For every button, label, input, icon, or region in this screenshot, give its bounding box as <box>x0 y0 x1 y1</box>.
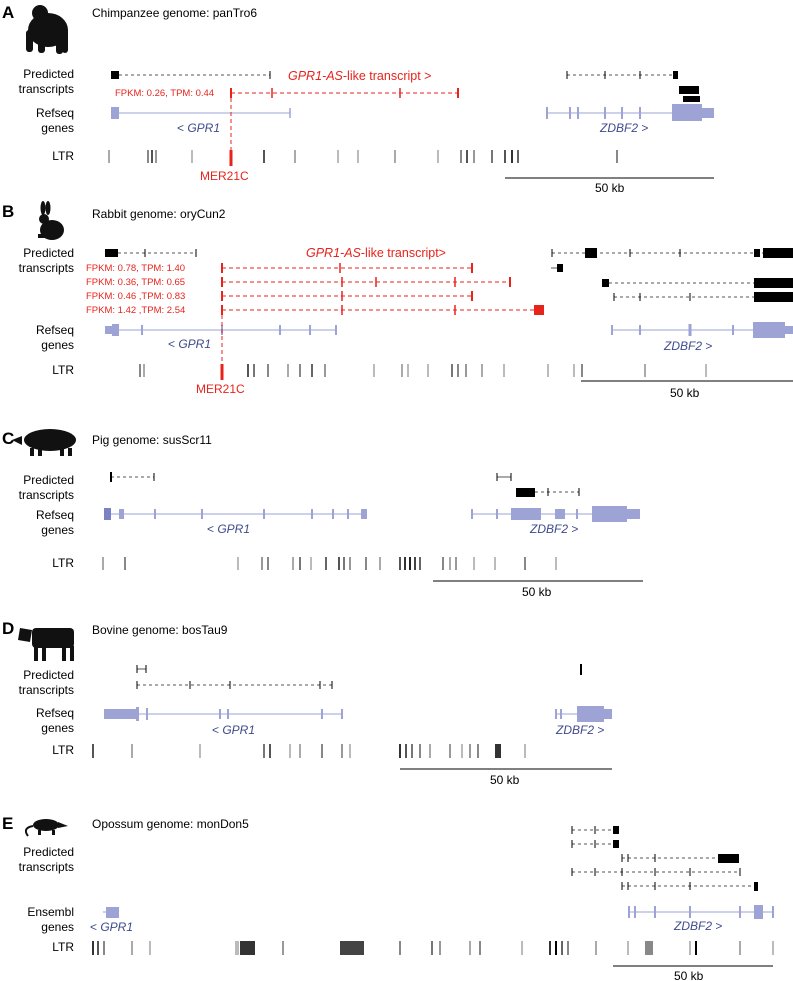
scale-bar-label: 50 kb <box>522 585 552 599</box>
panel-b: B Rabbit genome: oryCun2 Predicted trans… <box>2 201 793 400</box>
gene-label-gpr1: < GPR1 <box>168 337 211 351</box>
row-label-transcripts: transcripts <box>19 261 74 275</box>
refseq-gene-gpr1 <box>104 707 343 721</box>
row-label-ltr: LTR <box>52 743 74 757</box>
row-label-transcripts: transcripts <box>19 683 74 697</box>
refseq-gene-gpr1 <box>104 508 367 520</box>
red-transcript-title: GPR1-AS-like transcript> <box>306 246 446 260</box>
row-label-refseq: Refseq <box>36 508 74 522</box>
panel-title: Rabbit genome: oryCun2 <box>92 207 226 221</box>
predicted-transcripts <box>136 664 582 689</box>
gene-label-gpr1: < GPR1 <box>212 723 255 737</box>
fpkm-label: FPKM: 0.26, TPM: 0.44 <box>115 88 214 99</box>
predicted-transcript <box>111 71 271 79</box>
red-transcripts <box>221 263 544 315</box>
fpkm-label: FPKM: 0.36, TPM: 0.65 <box>86 277 185 288</box>
cow-silhouette-icon <box>18 628 74 661</box>
row-label-ltr: LTR <box>52 940 74 954</box>
panel-letter: A <box>2 3 14 22</box>
fpkm-label: FPKM: 0.78, TPM: 1.40 <box>86 263 185 274</box>
row-label-transcripts: transcripts <box>19 488 74 502</box>
fpkm-label: FPKM: 0.46 ,TPM: 0.83 <box>86 291 185 302</box>
row-label-predicted: Predicted <box>23 668 74 682</box>
row-label-genes: genes <box>41 920 74 934</box>
ltr-track <box>92 744 526 758</box>
panel-a: A Chimpanzee genome: panTro6 Predicted t… <box>2 3 714 195</box>
panel-letter: D <box>2 619 14 638</box>
row-label-predicted: Predicted <box>23 473 74 487</box>
gene-label-zdbf2: ZDBF2 > <box>555 723 604 737</box>
fpkm-labels: FPKM: 0.78, TPM: 1.40 FPKM: 0.36, TPM: 0… <box>86 263 185 316</box>
mer21c-label: MER21C <box>200 169 249 183</box>
fpkm-label: FPKM: 1.42 ,TPM: 2.54 <box>86 305 185 316</box>
row-label-transcripts: transcripts <box>19 82 74 96</box>
row-label-ltr: LTR <box>52 556 74 570</box>
gene-label-gpr1: < GPR1 <box>90 920 133 934</box>
panel-title: Chimpanzee genome: panTro6 <box>92 6 257 20</box>
panel-letter: B <box>2 202 14 221</box>
row-label-transcripts: transcripts <box>19 860 74 874</box>
refseq-gene-zdbf2 <box>611 322 793 338</box>
panel-title: Pig genome: susScr11 <box>92 433 212 447</box>
row-label-predicted: Predicted <box>23 246 74 260</box>
ltr-track <box>92 941 774 955</box>
panel-letter: C <box>2 429 14 448</box>
predicted-transcripts <box>110 472 580 497</box>
refseq-gene-zdbf2 <box>471 506 640 522</box>
row-label-genes: genes <box>41 721 74 735</box>
row-label-refseq: Refseq <box>36 323 74 337</box>
predicted-transcripts-zdbf2 <box>551 248 793 302</box>
refseq-gene-zdbf2 <box>546 104 714 121</box>
gene-label-zdbf2: ZDBF2 > <box>599 121 648 135</box>
chimpanzee-silhouette-icon <box>26 5 68 54</box>
panel-e: E Opossum genome: monDon5 Predicted tran… <box>2 814 774 981</box>
scale-bar-label: 50 kb <box>670 386 700 400</box>
gene-label-zdbf2: ZDBF2 > <box>663 339 712 353</box>
gene-label-gpr1: < GPR1 <box>207 522 250 536</box>
row-label-predicted: Predicted <box>23 67 74 81</box>
pig-silhouette-icon <box>12 429 76 456</box>
row-label-refseq: Refseq <box>36 706 74 720</box>
panel-letter: E <box>2 814 13 833</box>
predicted-transcript <box>105 249 197 257</box>
row-label-predicted: Predicted <box>23 845 74 859</box>
ensembl-gene-zdbf2 <box>628 905 774 919</box>
panel-c: C Pig genome: susScr11 Predicted transcr… <box>2 429 643 599</box>
row-label-refseq: Refseq <box>36 106 74 120</box>
gene-label-zdbf2: ZDBF2 > <box>673 919 722 933</box>
mer21c-label: MER21C <box>196 382 245 396</box>
ltr-track <box>139 364 707 380</box>
ltr-track <box>108 150 618 166</box>
scale-bar-label: 50 kb <box>595 181 625 195</box>
row-label-genes: genes <box>41 523 74 537</box>
refseq-gene-zdbf2 <box>555 706 612 722</box>
opossum-silhouette-icon <box>24 819 68 837</box>
panel-title: Opossum genome: monDon5 <box>92 817 249 831</box>
refseq-gene-gpr1 <box>111 107 291 119</box>
predicted-transcript-zdbf2 <box>566 71 700 102</box>
row-label-ltr: LTR <box>52 149 74 163</box>
scale-bar-label: 50 kb <box>490 773 520 787</box>
panel-title: Bovine genome: bosTau9 <box>92 623 228 637</box>
row-label-genes: genes <box>41 121 74 135</box>
predicted-transcripts <box>571 826 758 891</box>
panel-d: D Bovine genome: bosTau9 Predicted trans… <box>2 619 612 787</box>
rabbit-silhouette-icon <box>38 201 64 240</box>
red-transcript <box>230 88 459 98</box>
row-label-ltr: LTR <box>52 363 74 377</box>
ltr-track <box>102 557 557 570</box>
refseq-gene-gpr1 <box>105 324 337 336</box>
red-transcript-title: GPR1-AS-like transcript > <box>288 69 431 83</box>
row-label-genes: genes <box>41 338 74 352</box>
row-label-ensembl: Ensembl <box>27 905 74 919</box>
scale-bar-label: 50 kb <box>674 969 704 981</box>
gene-label-zdbf2: ZDBF2 > <box>529 522 578 536</box>
gene-label-gpr1: < GPR1 <box>177 121 220 135</box>
ensembl-gene-gpr1 <box>103 907 119 918</box>
